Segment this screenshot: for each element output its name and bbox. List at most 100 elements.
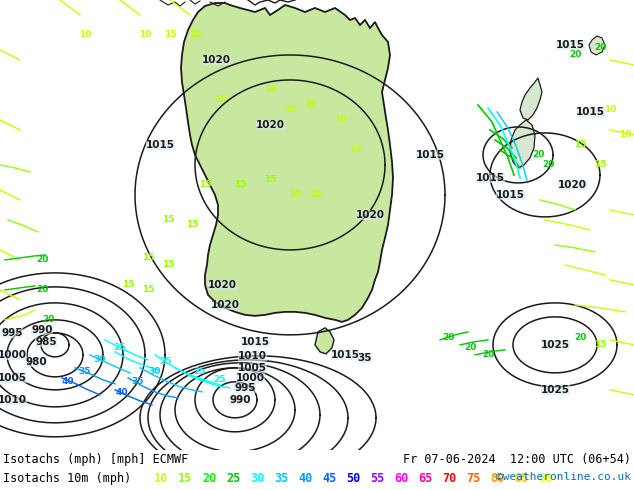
Text: 20: 20 (594, 44, 606, 52)
Text: 10: 10 (264, 85, 276, 95)
Text: 980: 980 (25, 357, 47, 367)
Text: 20: 20 (569, 50, 581, 59)
Text: 10: 10 (79, 30, 91, 40)
Text: 1010: 1010 (0, 395, 27, 405)
Text: 15: 15 (186, 220, 198, 229)
Text: 1020: 1020 (202, 55, 231, 65)
Text: 1020: 1020 (210, 300, 240, 310)
Text: 90: 90 (538, 472, 552, 485)
Text: 1005: 1005 (0, 373, 27, 383)
Text: 20: 20 (202, 472, 216, 485)
Text: 1020: 1020 (356, 210, 384, 220)
Text: 15: 15 (594, 341, 606, 349)
Text: 10: 10 (189, 30, 201, 40)
Text: 15: 15 (164, 30, 176, 40)
Text: 1015: 1015 (330, 350, 359, 360)
Text: 1020: 1020 (256, 120, 285, 130)
Text: 10: 10 (309, 191, 321, 199)
Text: 1015: 1015 (240, 337, 269, 347)
Text: 35: 35 (274, 472, 288, 485)
Text: 20: 20 (542, 160, 554, 170)
Text: 25: 25 (113, 343, 126, 352)
Text: 10: 10 (604, 105, 616, 115)
Text: Isotachs 10m (mph): Isotachs 10m (mph) (3, 472, 131, 485)
Text: ©weatheronline.co.uk: ©weatheronline.co.uk (496, 472, 631, 482)
Polygon shape (589, 36, 605, 55)
Text: 10: 10 (334, 116, 346, 124)
Text: 15: 15 (142, 285, 154, 294)
Text: 40: 40 (116, 389, 128, 397)
Text: 20: 20 (42, 316, 54, 324)
Text: 60: 60 (394, 472, 408, 485)
Text: 20: 20 (464, 343, 476, 352)
Polygon shape (315, 328, 334, 354)
Text: 1015: 1015 (476, 173, 505, 183)
Text: 70: 70 (442, 472, 456, 485)
Polygon shape (520, 78, 542, 120)
Text: 1010: 1010 (238, 351, 266, 361)
Text: 10: 10 (619, 130, 631, 140)
Text: 15: 15 (162, 260, 174, 270)
Text: 1020: 1020 (207, 280, 236, 290)
Text: 15: 15 (198, 180, 211, 190)
Text: 15: 15 (162, 216, 174, 224)
Text: 1015: 1015 (145, 140, 174, 150)
Text: 15: 15 (574, 141, 586, 149)
Text: Isotachs (mph) [mph] ECMWF: Isotachs (mph) [mph] ECMWF (3, 453, 188, 466)
Text: Fr 07-06-2024  12:00 UTC (06+54): Fr 07-06-2024 12:00 UTC (06+54) (403, 453, 631, 466)
Text: 10: 10 (139, 30, 151, 40)
Text: 45: 45 (322, 472, 336, 485)
Text: 10: 10 (284, 105, 296, 115)
Text: 10: 10 (349, 146, 361, 154)
Text: 15: 15 (142, 253, 154, 263)
Text: 80: 80 (490, 472, 504, 485)
Text: 10: 10 (154, 472, 168, 485)
Text: 55: 55 (370, 472, 384, 485)
Text: 20: 20 (574, 333, 586, 343)
Text: 1015: 1015 (576, 107, 604, 117)
Text: 35: 35 (132, 377, 145, 386)
Text: 25: 25 (214, 375, 226, 384)
Text: 1015: 1015 (555, 40, 585, 50)
Text: 15: 15 (178, 472, 192, 485)
Text: 20: 20 (482, 350, 494, 359)
Text: 1015: 1015 (415, 150, 444, 160)
Text: 995: 995 (234, 383, 256, 393)
Polygon shape (510, 120, 535, 168)
Text: 75: 75 (466, 472, 480, 485)
Text: 1000: 1000 (0, 350, 27, 360)
Text: 1025: 1025 (541, 340, 569, 350)
Polygon shape (181, 3, 393, 322)
Text: 990: 990 (230, 395, 251, 405)
Text: 1005: 1005 (238, 363, 266, 373)
Text: 10: 10 (214, 96, 226, 104)
Text: 35: 35 (79, 368, 91, 376)
Text: 15: 15 (264, 175, 276, 184)
Text: 1020: 1020 (557, 180, 586, 190)
Text: 20: 20 (36, 255, 48, 265)
Text: 985: 985 (36, 337, 57, 347)
Text: 30: 30 (94, 355, 106, 365)
Text: 20: 20 (442, 333, 454, 343)
Text: 15: 15 (594, 160, 606, 170)
Text: 65: 65 (418, 472, 432, 485)
Text: 990: 990 (31, 325, 53, 335)
Text: 15: 15 (234, 180, 246, 190)
Text: 15: 15 (122, 280, 134, 290)
Text: 25: 25 (194, 368, 206, 376)
Text: 35: 35 (358, 353, 372, 363)
Text: 1015: 1015 (496, 190, 524, 200)
Text: 25: 25 (226, 472, 240, 485)
Text: 30: 30 (149, 368, 161, 376)
Text: 10: 10 (304, 100, 316, 109)
Text: 40: 40 (298, 472, 313, 485)
Text: 85: 85 (514, 472, 528, 485)
Text: 1000: 1000 (235, 373, 264, 383)
Text: 50: 50 (346, 472, 360, 485)
Text: 30: 30 (250, 472, 264, 485)
Text: 995: 995 (1, 328, 23, 338)
Text: 1025: 1025 (541, 385, 569, 395)
Text: 20: 20 (532, 150, 544, 159)
Text: 40: 40 (61, 377, 74, 386)
Text: 25: 25 (158, 357, 171, 367)
